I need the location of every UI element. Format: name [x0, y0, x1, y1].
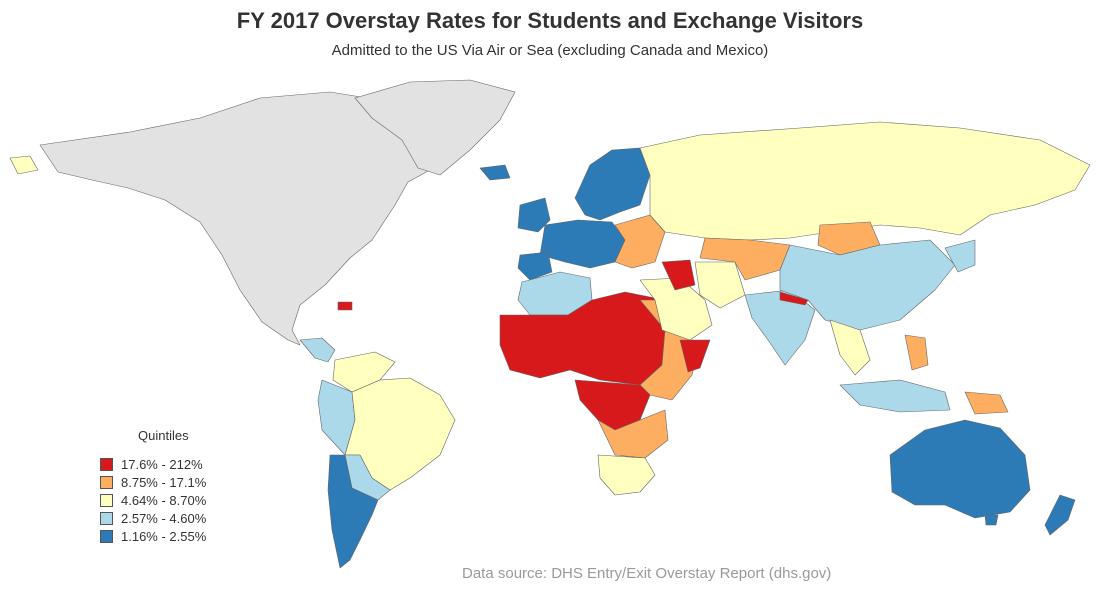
data-source: Data source: DHS Entry/Exit Overstay Rep…	[462, 565, 832, 582]
region-philippines	[904, 334, 929, 371]
region-southeast-asia	[829, 319, 871, 376]
region-iran	[694, 261, 746, 309]
region-china	[779, 239, 956, 331]
legend-title: Quintiles	[138, 428, 189, 443]
legend-item: 8.75% - 17.1%	[100, 473, 240, 491]
legend-swatch	[100, 529, 113, 543]
legend-label: 1.16% - 2.55%	[121, 528, 207, 544]
region-iberia	[517, 251, 553, 281]
region-greenland	[354, 79, 516, 176]
map-subtitle: Admitted to the US Via Air or Sea (exclu…	[331, 42, 769, 59]
region-central-america	[299, 337, 336, 363]
region-horn-of-africa	[679, 339, 711, 373]
region-iceland	[479, 164, 511, 181]
map-title: FY 2017 Overstay Rates for Students and …	[236, 8, 864, 33]
region-korea-japan	[944, 239, 976, 273]
region-southern-africa	[597, 454, 656, 496]
region-iraq-syria	[661, 259, 696, 291]
region-australia	[889, 419, 1031, 519]
legend-swatch	[100, 493, 113, 507]
legend-item: 4.64% - 8.70%	[100, 491, 240, 509]
legend-swatch	[100, 475, 113, 489]
region-southern-africa-north	[597, 409, 669, 459]
region-scandinavia	[574, 147, 651, 221]
region-png	[964, 391, 1009, 415]
region-tasmania	[984, 514, 999, 526]
legend-swatch	[100, 457, 113, 471]
legend-item: 17.6% - 212%	[100, 455, 240, 473]
region-russia	[639, 121, 1091, 241]
legend-label: 2.57% - 4.60%	[121, 510, 207, 526]
legend-swatch	[100, 511, 113, 525]
legend-label: 17.6% - 212%	[121, 456, 203, 472]
region-new-zealand	[1044, 494, 1076, 536]
legend: Quintiles 17.6% - 212% 8.75% - 17.1% 4.6…	[100, 428, 240, 545]
legend-item: 1.16% - 2.55%	[100, 527, 240, 545]
region-nepal	[779, 291, 809, 306]
region-north-america	[39, 91, 441, 346]
region-caribbean	[337, 301, 353, 311]
region-western-europe	[539, 219, 626, 269]
legend-label: 8.75% - 17.1%	[121, 474, 207, 490]
region-indonesia	[839, 379, 951, 413]
legend-item: 2.57% - 4.60%	[100, 509, 240, 527]
legend-label: 4.64% - 8.70%	[121, 492, 207, 508]
region-uk-ireland	[517, 197, 551, 233]
region-alaska-islands	[9, 155, 39, 175]
region-central-asia	[699, 237, 791, 281]
region-argentina-chile	[327, 454, 379, 569]
